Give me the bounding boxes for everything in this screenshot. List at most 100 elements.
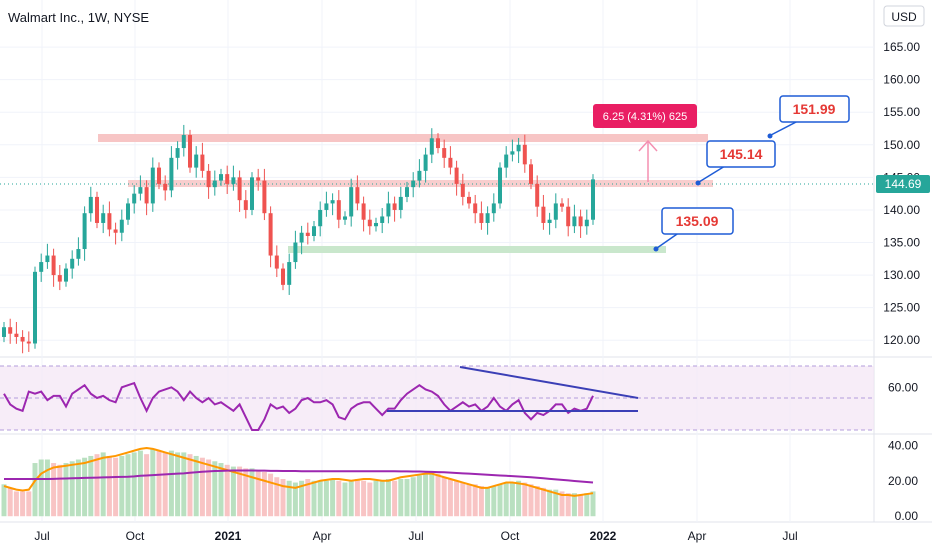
volume-bar (584, 493, 590, 517)
callout-text: 135.09 (676, 213, 719, 229)
candle-body (225, 174, 230, 184)
callout-anchor (653, 246, 659, 252)
candle-body (367, 219, 372, 227)
candle-body (467, 196, 471, 204)
volume-bar (460, 482, 466, 517)
callout-145-14[interactable]: 145.14 (695, 140, 776, 186)
candle-body (535, 183, 540, 207)
rsi-tick-label: 60.00 (888, 380, 918, 394)
candle-body (312, 226, 316, 236)
candle-body (572, 216, 577, 227)
volume-bar (491, 486, 497, 517)
volume-bar (429, 471, 435, 517)
volume-bar (13, 491, 19, 517)
volume-bar (38, 459, 44, 517)
candle-body (448, 157, 453, 168)
candle-body (405, 187, 409, 197)
candle-body (454, 167, 459, 184)
candle-body (256, 177, 261, 181)
volume-bar (75, 459, 81, 517)
volume-slow-ma (4, 469, 594, 484)
candle-body (560, 203, 564, 207)
volume-bar (7, 487, 13, 517)
volume-bar (404, 479, 410, 517)
candle-body (95, 196, 99, 223)
volume-bar (57, 464, 63, 517)
candle-body (436, 138, 440, 149)
candle-body (299, 232, 304, 243)
candle-body (8, 327, 13, 334)
volume-bar (193, 455, 199, 517)
price-tick-label: 135.00 (883, 236, 920, 250)
candle-body (318, 209, 323, 227)
currency-selector[interactable]: USD (883, 5, 925, 27)
callout-135-09[interactable]: 135.09 (653, 207, 734, 252)
candle-body (101, 213, 106, 223)
candle-body (113, 229, 118, 233)
volume-bar (26, 491, 32, 517)
support-zone[interactable] (288, 246, 666, 253)
volume-bar (44, 459, 50, 517)
callout-anchor (695, 180, 701, 186)
candle-body (274, 255, 279, 269)
candle-body (150, 167, 155, 204)
candle-body (144, 187, 149, 204)
candle-body (293, 242, 298, 263)
candle-body (88, 196, 93, 214)
resistance-zone[interactable] (98, 134, 708, 142)
volume-bar (94, 454, 100, 517)
candle-body (566, 206, 571, 227)
candle-body (417, 170, 422, 181)
candle-body (219, 174, 223, 181)
volume-bar (485, 487, 491, 517)
candle-body (138, 187, 143, 194)
candle-body (330, 200, 335, 204)
time-tick-label: Apr (688, 529, 707, 543)
candle-body (70, 258, 75, 269)
callout-151-99[interactable]: 151.99 (767, 95, 850, 139)
volume-bar (565, 493, 571, 517)
volume-tick-label: 20.00 (888, 474, 918, 488)
candle-body (349, 187, 354, 217)
candle-body (374, 222, 378, 227)
candle-body (119, 219, 124, 233)
candle-body (26, 341, 31, 344)
candle-body (522, 144, 527, 165)
volume-bar (367, 482, 373, 517)
candle-body (485, 213, 490, 223)
time-tick-label: Jul (34, 529, 49, 543)
volume-bar (516, 480, 522, 517)
rsi-descending-trendline[interactable] (459, 366, 639, 399)
price-tick-label: 130.00 (883, 268, 920, 282)
chart-title: Walmart Inc., 1W, NYSE (8, 10, 149, 25)
volume-bar (274, 477, 280, 517)
volume-fast-ma (3, 446, 594, 497)
volume-bar (478, 486, 484, 517)
volume-bar (447, 479, 453, 517)
volume-tick-label: 0.00 (895, 509, 919, 523)
volume-bar (206, 459, 212, 517)
volume-bar (175, 452, 181, 517)
volume-bar (336, 480, 342, 517)
volume-bar (230, 466, 236, 517)
volume-bar (187, 454, 193, 517)
candle-body (14, 333, 19, 337)
candle-body (386, 203, 391, 217)
measure-label-box[interactable] (593, 104, 697, 128)
volume-bar (63, 463, 69, 517)
candle-body (157, 167, 161, 184)
candle-body (460, 183, 465, 197)
volume-bar (156, 450, 162, 517)
candle-body (529, 164, 533, 184)
candle-body (51, 255, 56, 276)
candle-body (553, 203, 558, 220)
candle-body (498, 167, 502, 204)
price-tick-label: 155.00 (883, 105, 920, 119)
volume-bar (323, 480, 329, 517)
callout-box (661, 207, 734, 235)
volume-bar (168, 450, 174, 517)
candle-body (281, 268, 285, 285)
candle-body (82, 213, 87, 250)
